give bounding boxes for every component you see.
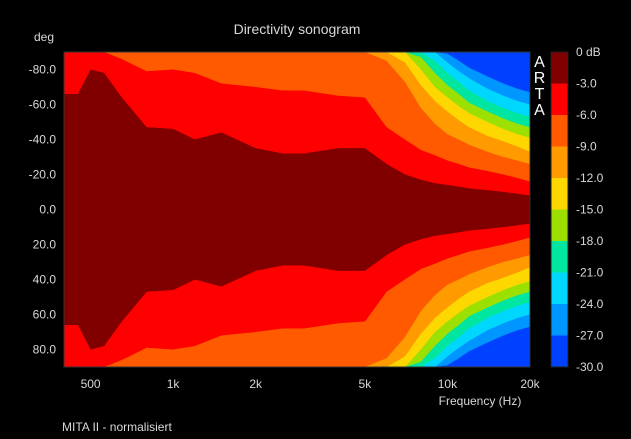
- colorbar-label: -3.0: [576, 77, 597, 91]
- y-tick-label: 0.0: [39, 203, 56, 217]
- y-tick-label: -80.0: [29, 63, 57, 77]
- colorbar-swatch: [551, 209, 568, 242]
- x-tick-labels: 500 1k 2k 5k 10k 20k: [81, 377, 541, 391]
- y-tick-label: 60.0: [33, 308, 57, 322]
- colorbar-label: -24.0: [576, 297, 604, 311]
- y-tick-label: 80.0: [33, 343, 57, 357]
- colorbar-label: -12.0: [576, 171, 604, 185]
- y-tick-label: -20.0: [29, 168, 57, 182]
- x-tick-label: 500: [81, 377, 101, 391]
- colorbar-swatch: [551, 304, 568, 336]
- y-tick-label: 40.0: [33, 273, 57, 287]
- colorbar-swatch: [551, 52, 568, 84]
- colorbar-swatch: [551, 115, 568, 147]
- y-tick-label: -60.0: [29, 98, 57, 112]
- y-axis-label: deg: [34, 30, 54, 44]
- y-tick-label: 20.0: [33, 238, 57, 252]
- caption: MITA II - normalisiert: [62, 420, 172, 434]
- colorbar-swatch: [551, 178, 568, 210]
- colorbar-labels: 0 dB -3.0 -6.0 -9.0 -12.0 -15.0 -18.0 -21.0 -24.…: [576, 45, 604, 374]
- band-area-core: [64, 69, 530, 350]
- colorbar-label: -9.0: [576, 140, 597, 154]
- x-tick-label: 20k: [520, 377, 540, 391]
- colorbar-swatch: [551, 272, 568, 305]
- plot-area: [63, 51, 531, 368]
- x-tick-label: 5k: [359, 377, 373, 391]
- chart-title: Directivity sonogram: [234, 21, 361, 37]
- colorbar-label: -21.0: [576, 266, 604, 280]
- colorbar-legend: [550, 51, 569, 368]
- x-axis-label: Frequency (Hz): [439, 394, 522, 408]
- y-tick-labels: -80.0 -60.0 -40.0 -20.0 0.0 20.0 40.0 60.0 80.0: [29, 63, 57, 357]
- colorbar-label: -15.0: [576, 203, 604, 217]
- arta-letter: A: [534, 54, 546, 71]
- colorbar-label: 0 dB: [576, 45, 601, 59]
- x-tick-label: 1k: [167, 377, 181, 391]
- colorbar-label: -18.0: [576, 234, 604, 248]
- plot-frame: [63, 51, 531, 368]
- arta-letter: R: [534, 70, 547, 87]
- arta-letter: A: [534, 102, 546, 119]
- x-tick-label: 2k: [249, 377, 263, 391]
- colorbar-frame: [550, 51, 569, 368]
- colorbar-label: -27.0: [576, 329, 604, 343]
- y-tick-label: -40.0: [29, 133, 57, 147]
- colorbar-swatch: [551, 83, 568, 116]
- colorbar-swatch: [551, 335, 568, 368]
- colorbar-swatch: [551, 241, 568, 273]
- x-tick-label: 10k: [438, 377, 458, 391]
- arta-letter: T: [535, 86, 546, 103]
- colorbar-label: -6.0: [576, 108, 597, 122]
- colorbar-swatch: [551, 146, 568, 179]
- colorbar-label: -30.0: [576, 360, 604, 374]
